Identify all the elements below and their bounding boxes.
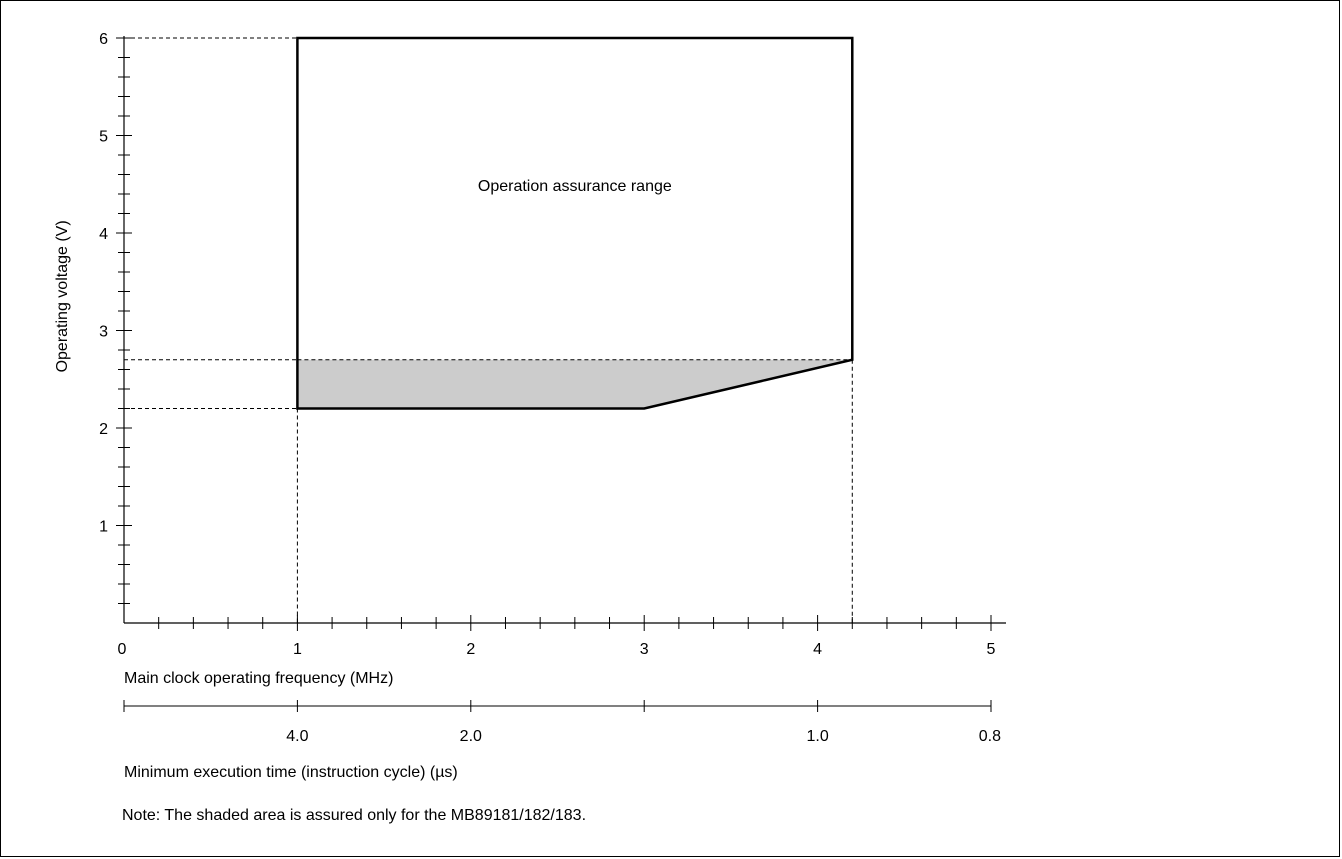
y-tick-label: 2 xyxy=(99,421,108,438)
secondary-tick-label: 2.0 xyxy=(460,728,482,745)
y-tick-label: 1 xyxy=(99,519,108,536)
x-tick-label: 0 xyxy=(118,641,127,658)
secondary-axis-label: Minimum execution time (instruction cycl… xyxy=(124,764,458,781)
x-tick-label: 3 xyxy=(640,641,649,658)
x-axis-label: Main clock operating frequency (MHz) xyxy=(124,670,393,687)
secondary-tick-label: 1.0 xyxy=(806,728,828,745)
x-tick-label: 4 xyxy=(813,641,822,658)
y-tick-label: 6 xyxy=(99,31,108,48)
secondary-tick-label: 0.8 xyxy=(979,728,1001,745)
x-tick-label: 2 xyxy=(466,641,475,658)
y-tick-label: 4 xyxy=(99,226,108,243)
secondary-tick-label: 4.0 xyxy=(286,728,308,745)
y-tick-label: 5 xyxy=(99,129,108,146)
x-tick-label: 5 xyxy=(987,641,996,658)
shaded-region xyxy=(297,359,853,409)
x-tick-label: 1 xyxy=(293,641,302,658)
region-label: Operation assurance range xyxy=(478,178,672,195)
operation-assurance-outline xyxy=(296,36,854,410)
y-axis-label: Operating voltage (V) xyxy=(54,220,71,372)
footnote: Note: The shaded area is assured only fo… xyxy=(122,807,587,824)
y-tick-label: 3 xyxy=(99,324,108,341)
